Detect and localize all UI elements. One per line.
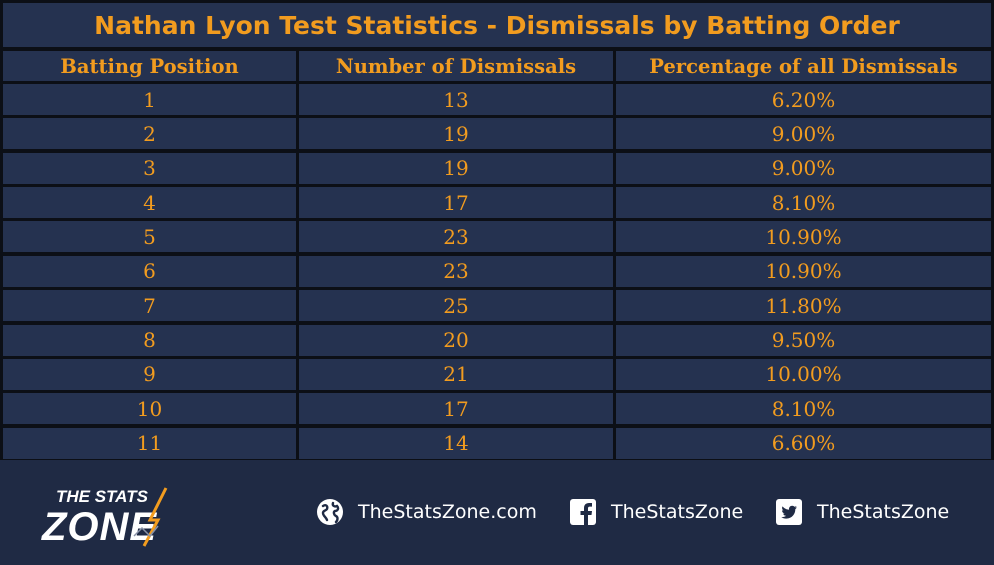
table-cell: 8 xyxy=(3,324,296,356)
logo-text-line2: ZONE xyxy=(41,505,157,549)
logo-text-line1: THE STATS xyxy=(56,487,149,506)
globe-icon xyxy=(317,499,343,525)
column-header: Number of Dismissals xyxy=(299,51,613,81)
facebook-icon xyxy=(570,499,596,525)
table-cell: 23 xyxy=(299,221,613,253)
column-header: Percentage of all Dismissals xyxy=(616,51,991,81)
table-cell: 11 xyxy=(3,427,296,459)
table-cell: 19 xyxy=(299,118,613,150)
table-cell: 5 xyxy=(3,221,296,253)
table-cell: 6 xyxy=(3,255,296,287)
table-cell: 8.10% xyxy=(616,393,991,425)
table-cell: 4 xyxy=(3,187,296,219)
twitter-link[interactable]: TheStatsZone xyxy=(775,496,949,528)
table-cell: 10.00% xyxy=(616,358,991,390)
website-link[interactable]: TheStatsZone.com xyxy=(316,496,537,528)
footer: THE STATS ZONE TheStatsZone.com TheStats… xyxy=(0,460,994,565)
table-cell: 10.90% xyxy=(616,255,991,287)
table-cell: 21 xyxy=(299,358,613,390)
facebook-link-label: TheStatsZone xyxy=(611,501,744,523)
table-cell: 11.80% xyxy=(616,290,991,322)
table-cell: 9.00% xyxy=(616,118,991,150)
column-header: Batting Position xyxy=(3,51,296,81)
table-cell: 10 xyxy=(3,393,296,425)
table-cell: 17 xyxy=(299,393,613,425)
table-cell: 9.50% xyxy=(616,324,991,356)
table-cell: 9.00% xyxy=(616,152,991,184)
twitter-link-label: TheStatsZone xyxy=(817,501,950,523)
table-cell: 2 xyxy=(3,118,296,150)
facebook-link[interactable]: TheStatsZone xyxy=(569,496,743,528)
twitter-icon xyxy=(776,499,802,525)
table-cell: 25 xyxy=(299,290,613,322)
table-cell: 6.60% xyxy=(616,427,991,459)
table-cell: 6.20% xyxy=(616,84,991,115)
table-cell: 19 xyxy=(299,152,613,184)
table-cell: 8.10% xyxy=(616,187,991,219)
table-cell: 3 xyxy=(3,152,296,184)
table-cell: 20 xyxy=(299,324,613,356)
table-cell: 14 xyxy=(299,427,613,459)
table-cell: 13 xyxy=(299,84,613,115)
table-cell: 7 xyxy=(3,290,296,322)
table-cell: 17 xyxy=(299,187,613,219)
the-stats-zone-logo: THE STATS ZONE xyxy=(41,487,168,549)
table-cell: 1 xyxy=(3,84,296,115)
table-cell: 10.90% xyxy=(616,221,991,253)
stats-table: Nathan Lyon Test Statistics - Dismissals… xyxy=(0,0,994,460)
table-title: Nathan Lyon Test Statistics - Dismissals… xyxy=(3,3,991,47)
logo-accent-icon xyxy=(142,487,168,547)
table-cell: 9 xyxy=(3,358,296,390)
website-link-label: TheStatsZone.com xyxy=(358,501,537,523)
logo-chart-icon xyxy=(133,525,159,538)
table-cell: 23 xyxy=(299,255,613,287)
